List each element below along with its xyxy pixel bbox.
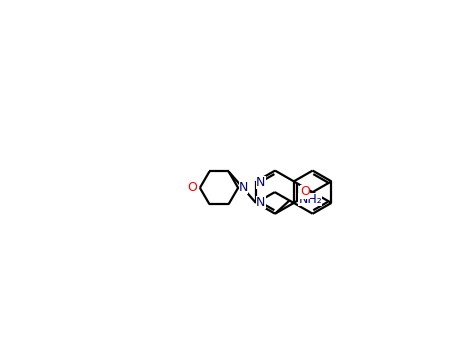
Text: N: N [256,196,266,209]
Text: N: N [239,181,248,194]
Text: O: O [187,181,197,194]
Text: O: O [300,187,310,199]
Text: NH₂: NH₂ [298,193,322,206]
Text: N: N [256,176,266,189]
Text: O: O [300,185,310,198]
